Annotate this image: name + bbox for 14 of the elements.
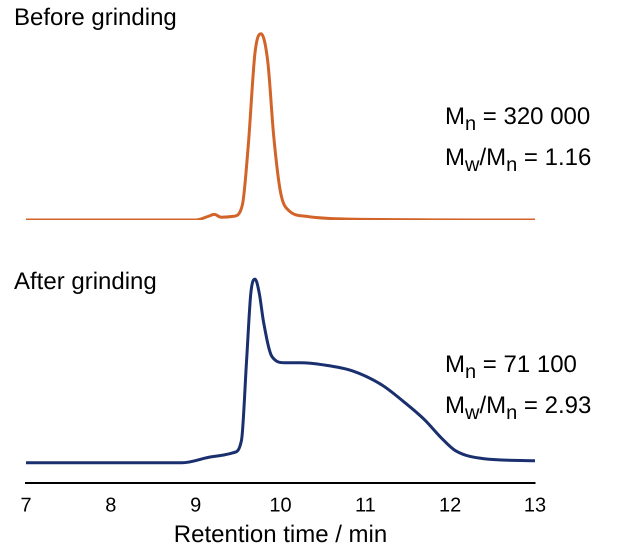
annotation: M$_{w}$/M$_{n}$ = 1.16 xyxy=(445,142,592,178)
x-tick-label: 13 xyxy=(524,494,546,517)
annotation: M$_{n}$ = 71 100 xyxy=(445,350,578,385)
chart-title: Before grinding xyxy=(14,4,177,32)
annotation: M$_{w}$/M$_{n}$ = 2.93 xyxy=(445,390,592,426)
x-tick-label: 8 xyxy=(105,494,116,517)
x-tick-label: 12 xyxy=(439,494,462,517)
chart-title: After grinding xyxy=(14,268,157,296)
x-tick-label: 11 xyxy=(354,494,376,517)
x-tick-label: 7 xyxy=(20,494,32,517)
annotation: M$_{n}$ = 320 000 xyxy=(445,102,592,137)
x-tick-label: 9 xyxy=(190,494,202,517)
x-tick-label: 10 xyxy=(269,494,292,517)
x-axis-title: Retention time / min xyxy=(174,521,388,548)
